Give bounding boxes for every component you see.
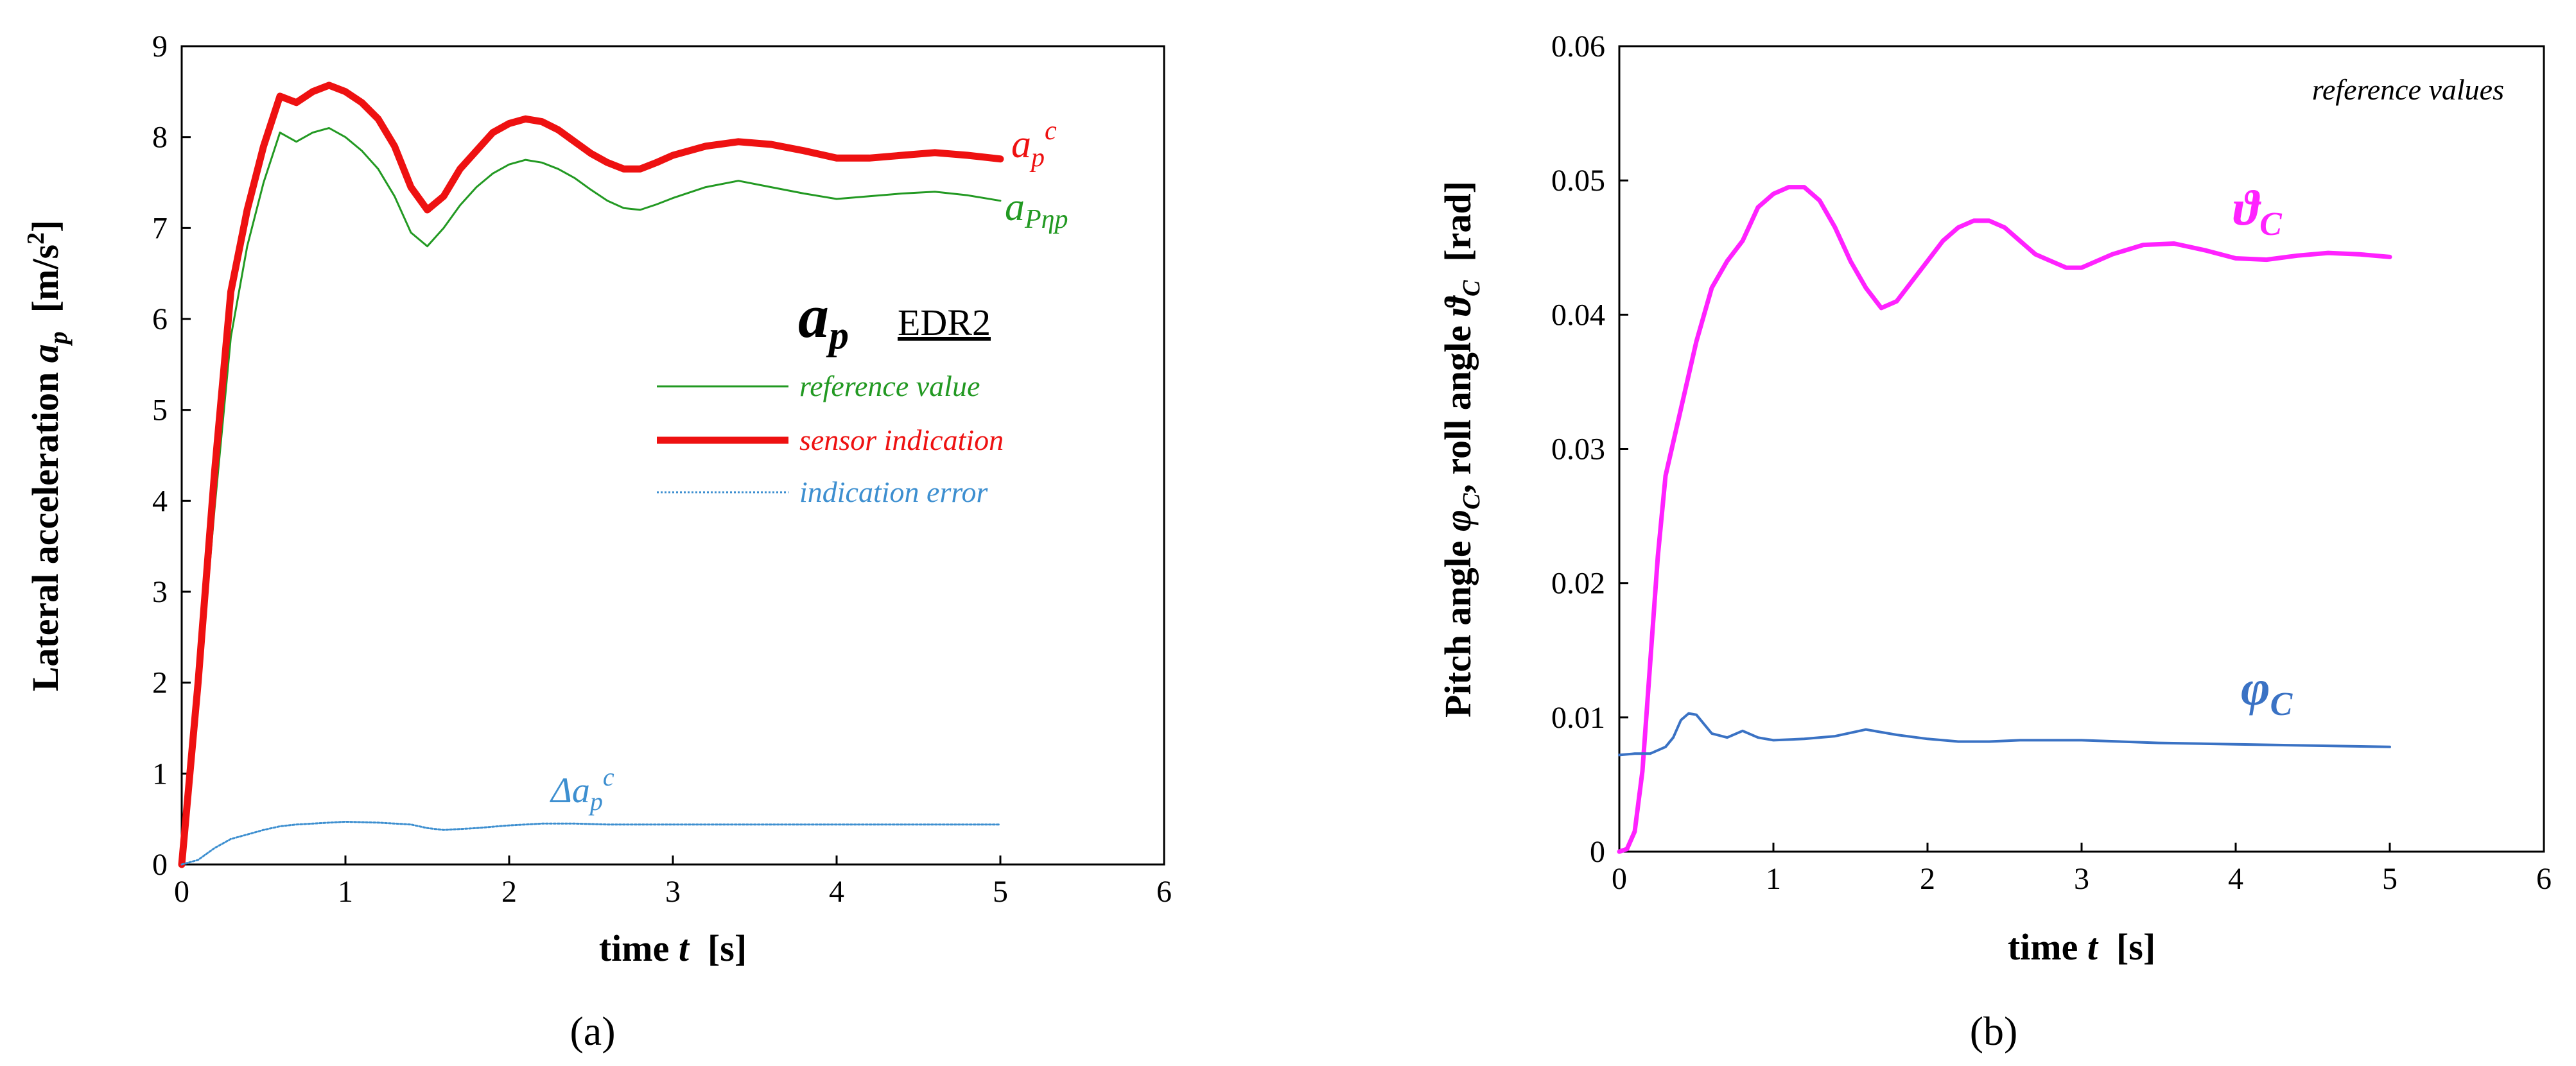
chart-a-x-tick-label: 3 (665, 875, 681, 909)
chart-b-y-tick-label: 0.01 (1551, 701, 1605, 735)
chart-a-y-tick-label: 3 (152, 575, 168, 609)
chart-b-y-tick-label: 0.02 (1551, 567, 1605, 601)
chart-a-x-tick-label: 2 (501, 875, 517, 909)
legend-label-sensor: sensor indication (799, 424, 1004, 456)
chart-b-y-tick-label: 0.06 (1551, 30, 1605, 64)
chart-a-y-axis-title: Lateral acceleration ap [m/s2] (22, 220, 73, 692)
chart-b-y-tick-label: 0.04 (1551, 298, 1605, 332)
chart-a-series-line-1 (178, 82, 1004, 868)
chart-a-y-tick-label: 0 (152, 848, 168, 882)
chart-b-series-line-1 (1618, 712, 2391, 757)
chart-b-plot-frame (1618, 45, 2545, 853)
chart-a-series-line-0 (180, 127, 1002, 866)
chart-a-legend: ap EDR2 reference value sensor indicatio… (657, 282, 1004, 508)
chart-a-y-tick-label: 9 (152, 30, 168, 64)
chart-a-label-error: Δapc (550, 762, 614, 816)
chart-a-y-tick-label: 7 (152, 211, 168, 245)
chart-b-x-tick-label: 1 (1766, 862, 1781, 896)
chart-a-x-axis-title: time t [s] (599, 927, 747, 969)
chart-a-x-tick-label: 5 (993, 875, 1008, 909)
chart-b: 0 0.01 0.02 0.03 0.04 0.05 0.06 0 1 2 3 4 5 6 refere… (1437, 30, 2552, 1054)
chart-b-x-tick-label: 6 (2536, 862, 2552, 896)
chart-a-x-tick-label: 6 (1156, 875, 1172, 909)
legend-code: EDR2 (898, 302, 991, 343)
chart-b-panel-label: (b) (1970, 1008, 2018, 1054)
chart-b-x-tick-label: 2 (1920, 862, 1935, 896)
chart-a-y-ticks: 0 1 2 3 4 5 6 7 8 9 (152, 30, 191, 882)
chart-a-y-tick-label: 6 (152, 302, 168, 336)
chart-a-x-tick-label: 1 (338, 875, 353, 909)
chart-b-x-tick-label: 3 (2074, 862, 2089, 896)
chart-b-series-line-0 (1617, 185, 2392, 854)
chart-b-x-tick-label: 4 (2228, 862, 2243, 896)
legend-label-error: indication error (799, 476, 989, 508)
chart-a-label-sensor: apc (1011, 116, 1057, 173)
chart-a-series-line-2 (180, 820, 1002, 866)
chart-b-x-ticks: 0 1 2 3 4 5 6 (1612, 843, 2552, 896)
chart-b-annotation: reference values (2312, 73, 2504, 106)
chart-b-y-tick-label: 0.03 (1551, 433, 1605, 467)
chart-b-x-tick-label: 0 (1612, 862, 1627, 896)
chart-a-plot-frame (180, 45, 1165, 866)
chart-a-y-tick-label: 2 (152, 666, 168, 700)
chart-a-y-tick-label: 1 (152, 757, 168, 791)
chart-b-y-ticks: 0 0.01 0.02 0.03 0.04 0.05 0.06 (1551, 30, 1628, 869)
legend-title: ap (798, 282, 849, 357)
chart-b-y-tick-label: 0.05 (1551, 164, 1605, 198)
chart-b-y-tick-label: 0 (1590, 835, 1605, 869)
chart-a-y-tick-label: 5 (152, 393, 168, 427)
chart-a: 0 1 2 3 4 5 6 7 8 9 0 1 2 3 4 5 6 apc aPηp Δapc ap EDR2… (22, 30, 1172, 1054)
chart-a-y-tick-label: 8 (152, 121, 168, 155)
chart-b-label-roll: ϑC (2233, 180, 2283, 243)
chart-a-x-tick-label: 0 (174, 875, 189, 909)
chart-a-label-reference: aPηp (1005, 185, 1068, 234)
chart-a-y-tick-label: 4 (152, 484, 168, 518)
chart-b-label-pitch: φC (2241, 660, 2293, 723)
chart-a-series (178, 82, 1004, 868)
chart-b-series (1617, 185, 2392, 854)
legend-label-reference: reference value (799, 370, 980, 402)
chart-a-x-tick-label: 4 (829, 875, 844, 909)
chart-b-x-axis-title: time t [s] (2008, 926, 2155, 968)
chart-a-x-ticks: 0 1 2 3 4 5 6 (174, 855, 1172, 909)
chart-a-panel-label: (a) (570, 1008, 615, 1054)
chart-b-y-axis-title: Pitch angle φC, roll angle ϑC [rad] (1437, 181, 1485, 718)
chart-b-x-tick-label: 5 (2382, 862, 2398, 896)
